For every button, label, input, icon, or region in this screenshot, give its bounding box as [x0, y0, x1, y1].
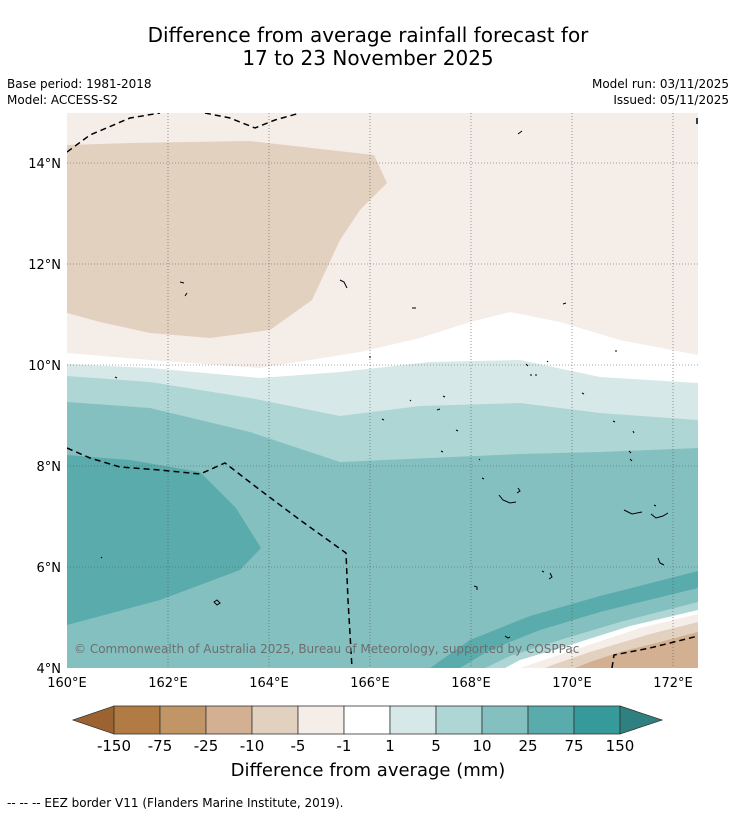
x-tick-label: 170°E: [552, 676, 592, 691]
y-tick-label: 4°N: [37, 662, 62, 677]
colorbar: -150 -75 -25 -10 -5 -1 1 5 10 25 75 150: [71, 705, 664, 755]
colorbar-tick-label: -5: [291, 737, 306, 755]
eez-border-note: -- -- -- EEZ border V11 (Flanders Marine…: [7, 796, 344, 810]
x-tick-label: 168°E: [451, 676, 491, 691]
y-tick-label: 10°N: [28, 359, 61, 374]
map-title-line-2: 17 to 23 November 2025: [242, 46, 494, 70]
colorbar-extend-high: [619, 705, 664, 735]
colorbar-swatch: [113, 705, 161, 735]
model-run-date: Model run: 03/11/2025: [591, 77, 729, 91]
colorbar-swatch: [343, 705, 391, 735]
lat-lon-grid: [67, 113, 698, 668]
colorbar-swatch: [389, 705, 437, 735]
colorbar-tick-label: 75: [564, 737, 583, 755]
map-plot-area: © Commonwealth of Australia 2025, Bureau…: [67, 113, 698, 668]
x-tick-label: 162°E: [148, 676, 188, 691]
colorbar-tick-label: 1: [385, 737, 395, 755]
rainfall-map: © Commonwealth of Australia 2025, Bureau…: [28, 113, 698, 755]
colorbar-swatch: [481, 705, 529, 735]
colorbar-swatch: [435, 705, 483, 735]
y-tick-label: 12°N: [28, 258, 61, 273]
islands: [100, 130, 669, 639]
model-name: Model: ACCESS-S2: [7, 93, 119, 107]
band-wetter-10-to-25mm: [67, 402, 698, 668]
colorbar-tick-label: 25: [518, 737, 537, 755]
colorbar-tick-label: 10: [472, 737, 491, 755]
colorbar-tick-label: -150: [97, 737, 131, 755]
colorbar-tick-label: -1: [337, 737, 352, 755]
issued-date: Issued: 05/11/2025: [613, 93, 729, 107]
colorbar-tick-label: 5: [431, 737, 441, 755]
map-title-line-1: Difference from average rainfall forecas…: [147, 23, 589, 47]
region-drier-southeast: [575, 632, 698, 668]
legend-title: Difference from average (mm): [230, 760, 506, 781]
base-period: Base period: 1981-2018: [7, 77, 152, 91]
y-tick-label: 8°N: [37, 460, 62, 475]
x-tick-label: 164°E: [249, 676, 289, 691]
colorbar-tick-label: 150: [606, 737, 635, 755]
latitude-axis: 4°N 6°N 8°N 10°N 12°N 14°N: [28, 157, 61, 677]
colorbar-extend-low: [71, 705, 115, 735]
copyright-notice: © Commonwealth of Australia 2025, Bureau…: [74, 642, 579, 656]
colorbar-swatch: [573, 705, 621, 735]
colorbar-tick-label: -10: [240, 737, 265, 755]
longitude-axis: 160°E 162°E 164°E 166°E 168°E 170°E 172°…: [47, 676, 693, 691]
y-tick-label: 6°N: [37, 561, 62, 576]
region-wetter-25-to-75mm: [67, 455, 261, 625]
colorbar-swatch: [297, 705, 345, 735]
eez-border: [67, 113, 698, 668]
colorbar-tick-label: -25: [194, 737, 219, 755]
x-tick-label: 166°E: [350, 676, 390, 691]
colorbar-swatch: [251, 705, 299, 735]
x-tick-label: 160°E: [47, 676, 87, 691]
colorbar-swatch: [159, 705, 207, 735]
region-drier-northwest: [67, 141, 387, 338]
colorbar-tick-label: -75: [148, 737, 173, 755]
y-tick-label: 14°N: [28, 157, 61, 172]
colorbar-swatch: [205, 705, 253, 735]
colorbar-swatch: [527, 705, 575, 735]
x-tick-label: 172°E: [653, 676, 693, 691]
